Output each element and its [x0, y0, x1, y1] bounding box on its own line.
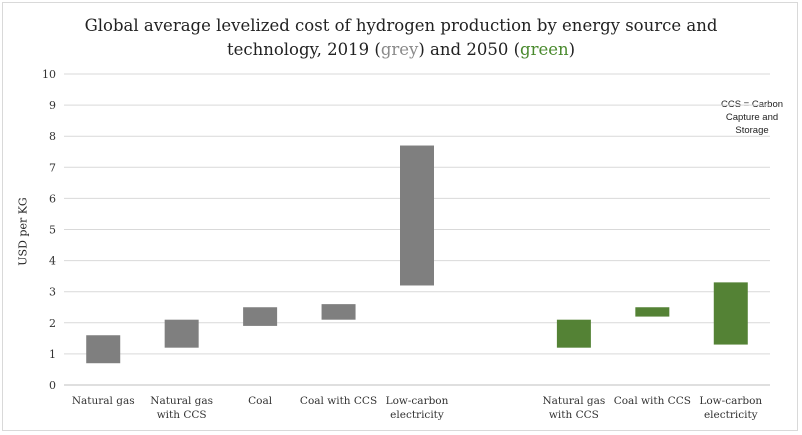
y-tick-label: 9: [49, 99, 56, 112]
range-bar-2019: [243, 307, 278, 326]
title-mid: ) and 2050 (: [418, 40, 521, 59]
range-bar-2019: [400, 145, 434, 286]
title-green-word: green: [520, 40, 569, 59]
ccs-note-line2: Capture and: [725, 112, 779, 123]
x-category-label: Coal with CCS: [614, 395, 691, 407]
chart-title: Global average levelized cost of hydroge…: [0, 14, 802, 62]
range-bar-2050: [713, 282, 748, 345]
title-prefix: technology, 2019 (: [226, 40, 381, 59]
y-tick-label: 10: [42, 68, 56, 81]
y-tick-label: 4: [49, 255, 56, 268]
x-category-label: Low-carbon: [699, 395, 762, 407]
y-tick-label: 2: [49, 317, 56, 330]
y-tick-label: 3: [49, 286, 56, 299]
range-bar-2019: [321, 304, 356, 320]
range-bar-2050: [556, 319, 591, 348]
y-tick-label: 6: [49, 192, 56, 205]
x-category-label: Natural gas: [542, 395, 605, 407]
x-category-label: electricity: [390, 409, 444, 421]
y-tick-label: 7: [49, 161, 56, 174]
chart-title-line2: technology, 2019 (grey) and 2050 (green): [0, 38, 802, 62]
x-category-label: with CCS: [549, 409, 599, 421]
y-tick-label: 0: [49, 379, 56, 392]
x-category-label: Low-carbon: [386, 395, 449, 407]
x-category-label: Coal: [248, 395, 273, 407]
title-suffix: ): [568, 40, 576, 59]
chart-title-line1: Global average levelized cost of hydroge…: [84, 16, 718, 35]
x-category-label: with CCS: [157, 409, 207, 421]
x-category-label: electricity: [704, 409, 758, 421]
x-category-label: Natural gas: [150, 395, 213, 407]
title-grey-word: grey: [380, 40, 419, 59]
ccs-note-line1: CCS = Carbon: [720, 99, 784, 110]
y-tick-label: 1: [49, 348, 56, 361]
range-bar-2019: [86, 335, 121, 364]
range-bar-2050: [635, 307, 670, 317]
y-tick-label: 8: [49, 130, 56, 143]
ccs-note: CCS = Carbon Capture and Storage: [712, 98, 792, 137]
y-tick-label: 5: [49, 224, 56, 237]
ccs-note-line3: Storage: [735, 125, 769, 136]
range-bar-2019: [164, 319, 199, 348]
x-category-label: Natural gas: [72, 395, 135, 407]
x-category-label: Coal with CCS: [300, 395, 377, 407]
